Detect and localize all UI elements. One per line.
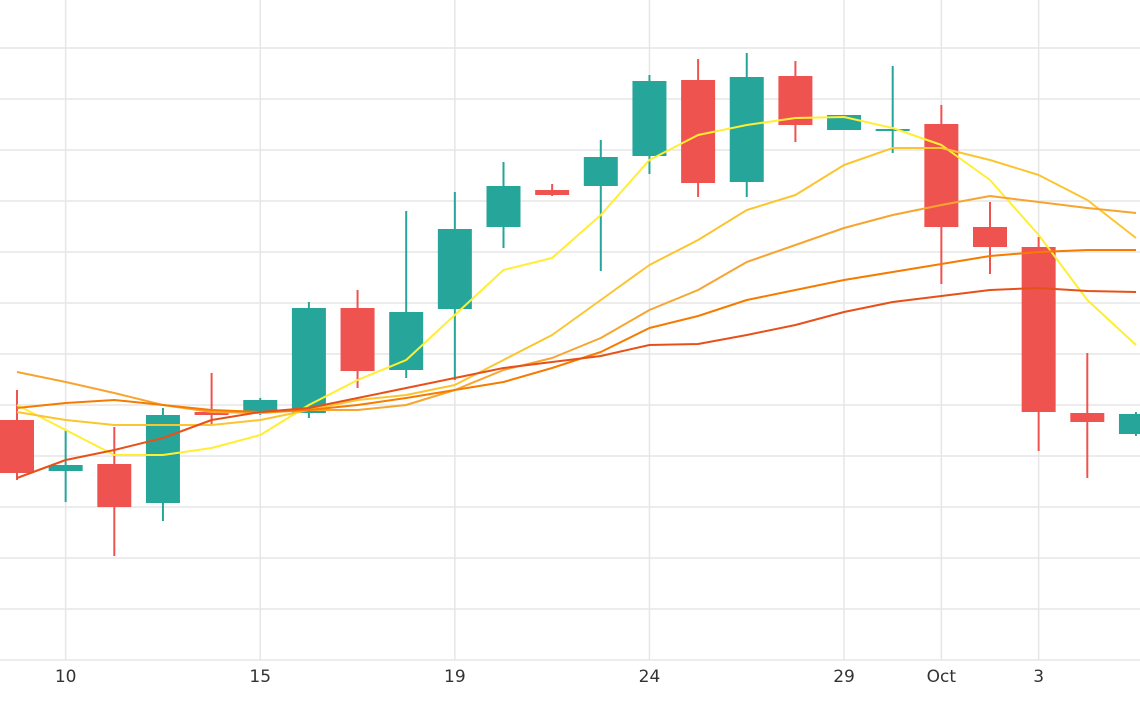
candle-body — [1021, 247, 1056, 412]
x-tick-label: 15 — [249, 667, 271, 687]
candle-body — [632, 81, 667, 156]
candle-body — [194, 412, 229, 415]
candle-body — [243, 400, 278, 413]
ma-line — [16, 287, 1137, 479]
candle-body — [48, 465, 83, 471]
x-tick-label: 19 — [444, 667, 466, 687]
candle-body — [729, 77, 764, 182]
candle-body — [145, 415, 180, 503]
x-tick-label: 3 — [1033, 667, 1044, 687]
x-tick-label: 24 — [639, 667, 661, 687]
x-tick-label: 29 — [833, 667, 855, 687]
candle-body — [1070, 413, 1105, 422]
x-tick-label: Oct — [927, 667, 957, 687]
candle-body — [973, 227, 1007, 247]
candle-body — [875, 129, 910, 131]
candle-body — [437, 229, 472, 309]
ma-line — [16, 195, 1137, 414]
candle-body — [681, 80, 716, 183]
candle-body — [340, 308, 375, 371]
candle-body — [0, 420, 34, 473]
candle-body — [924, 124, 959, 227]
x-tick-label: 10 — [55, 667, 77, 687]
ma-line — [16, 147, 1137, 426]
candle-body — [97, 464, 132, 507]
candle-body — [389, 312, 424, 370]
candle-body — [291, 308, 326, 413]
ma-line — [16, 249, 1136, 413]
candle-body — [583, 157, 618, 186]
candle-body — [535, 190, 570, 195]
candle-body — [486, 186, 521, 227]
candle-body — [1118, 414, 1140, 434]
